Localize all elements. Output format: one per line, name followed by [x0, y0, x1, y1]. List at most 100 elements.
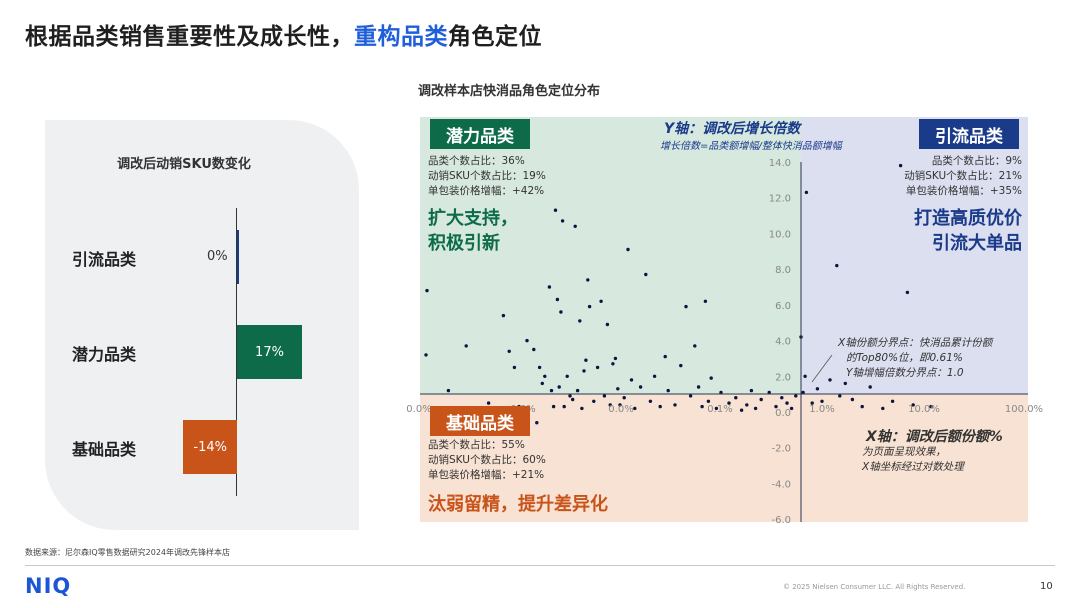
scatter-point	[446, 388, 451, 393]
page-number: 10	[1040, 581, 1053, 592]
scatter-point	[602, 394, 607, 398]
bar-category-basic: 基础品类	[72, 440, 137, 459]
scatter-point	[562, 404, 566, 409]
scatter-point	[749, 388, 754, 393]
scatter-point	[565, 374, 569, 378]
scatter-point	[633, 406, 637, 411]
scatter-point	[584, 358, 588, 362]
x-axis-notes: 为页面呈现效果， X轴坐标经过对数处理	[862, 445, 964, 475]
scatter-point	[700, 404, 704, 409]
scatter-point	[714, 406, 719, 411]
copyright: © 2025 Nielsen Consumer LLC. All Rights …	[783, 583, 966, 591]
scatter-point	[703, 299, 708, 303]
x-axis-title: X轴：调改后额份额%	[866, 429, 1003, 445]
bar-category-stream: 引流品类	[72, 250, 137, 269]
stat-line: 品类个数占比：36%	[428, 155, 525, 167]
scatter-point	[666, 388, 670, 393]
scatter-point	[801, 390, 805, 395]
x-tick-label: 0.0%	[608, 404, 633, 415]
scatter-chart-title: 调改样本店快消品角色定位分布	[418, 84, 601, 99]
stat-line: 动销SKU个数占比：60%	[428, 454, 546, 466]
scatter-point	[501, 313, 506, 318]
annotation-line: Y轴增幅倍数分界点：1.0	[846, 367, 964, 379]
scatter-point	[507, 349, 511, 353]
scatter-point	[850, 397, 855, 402]
scatter-point	[424, 353, 428, 357]
y-tick-label: -6.0	[771, 515, 791, 526]
x-tick-label: 0.1%	[707, 404, 732, 415]
scatter-point	[532, 347, 536, 352]
scatter-point	[753, 406, 758, 411]
scatter-point	[785, 401, 789, 405]
scatter-point	[658, 404, 662, 409]
scatter-point	[652, 374, 657, 378]
scatter-point	[575, 388, 580, 393]
scatter-point	[648, 399, 653, 403]
scatter-point	[673, 403, 677, 407]
stats-basic: 品类个数占比：55% 动销SKU个数占比：60% 单包装价格增幅：+21%	[428, 438, 546, 483]
scatter-point	[828, 378, 832, 382]
strategy-line: 打造高质优价	[914, 208, 1022, 229]
stat-line: 单包装价格增幅：+42%	[428, 185, 545, 197]
scatter-point	[745, 403, 749, 407]
scatter-point	[578, 319, 582, 323]
bar-value-label: 17%	[255, 344, 284, 360]
scatter-point	[592, 399, 596, 403]
strategy-basic: 汰弱留精，提升差异化	[428, 494, 608, 515]
scatter-point	[595, 365, 600, 370]
scatter-point	[911, 403, 915, 407]
stats-potential: 品类个数占比：36% 动销SKU个数占比：19% 单包装价格增幅：+42%	[428, 154, 546, 199]
tag-stream: 引流品类	[919, 119, 1019, 149]
strategy-potential: 扩大支持， 积极引新	[428, 206, 518, 256]
quadrant-potential-bg	[420, 117, 801, 394]
scatter-point	[709, 376, 713, 380]
scatter-point	[774, 404, 778, 409]
scatter-point	[551, 404, 556, 409]
scatter-point	[696, 385, 701, 389]
scatter-point	[881, 406, 885, 411]
scatter-point	[618, 403, 622, 407]
scatter-point	[613, 356, 618, 361]
y-tick-label: 10.0	[769, 229, 791, 240]
x-tick-label: 1.0%	[809, 404, 834, 415]
scatter-point	[629, 378, 634, 382]
scatter-point	[780, 396, 784, 400]
stat-line: 动销SKU个数占比：19%	[428, 170, 546, 182]
stats-stream: 品类个数占比：9% 动销SKU个数占比：21% 单包装价格增幅：+35%	[864, 154, 1022, 199]
scatter-point	[860, 404, 864, 409]
y-tick-label: 14.0	[769, 158, 791, 169]
note-line: X轴坐标经过对数处理	[862, 461, 964, 473]
scatter-point	[586, 278, 590, 282]
scatter-point	[679, 363, 683, 368]
scatter-point	[794, 394, 798, 398]
scatter-point	[843, 381, 847, 386]
scatter-point	[759, 397, 763, 402]
scatter-point	[929, 404, 933, 409]
strategy-line: 扩大支持，	[428, 208, 518, 229]
data-source: 数据来源：尼尔森IQ零售数据研究2024年调改先锋样本店	[25, 548, 231, 557]
scatter-point	[706, 399, 711, 403]
y-tick-label: -2.0	[771, 444, 791, 455]
bar-chart-title: 调改后动销SKU数变化	[117, 157, 251, 172]
tag-potential: 潜力品类	[430, 119, 530, 149]
title-text: 根据品类销售重要性及成长性，	[25, 24, 354, 50]
scatter-point	[547, 285, 552, 289]
title-text-end: 角色定位	[448, 24, 542, 50]
scatter-point	[905, 290, 910, 295]
y-tick-label: 0.0	[775, 408, 791, 419]
stat-line: 单包装价格增幅：+21%	[428, 469, 545, 481]
divider-annotation: X轴份额分界点：快消品累计份额 的Top80%位，即0.61% Y轴增幅倍数分界…	[838, 336, 992, 381]
scatter-point	[486, 401, 491, 405]
scatter-point	[543, 374, 547, 378]
annotation-leader	[811, 354, 833, 383]
bar-chart-axis	[236, 208, 237, 496]
scatter-dots	[424, 163, 933, 425]
scatter-point	[555, 297, 560, 302]
page-title: 根据品类销售重要性及成长性，重构品类角色定位	[25, 17, 542, 51]
stat-line: 动销SKU个数占比：21%	[904, 170, 1022, 182]
scatter-point	[622, 396, 626, 400]
scatter-point	[535, 421, 539, 425]
note-line: 为页面呈现效果，	[862, 446, 946, 458]
scatter-point	[890, 399, 895, 403]
strategy-stream: 打造高质优价 引流大单品	[862, 206, 1022, 256]
